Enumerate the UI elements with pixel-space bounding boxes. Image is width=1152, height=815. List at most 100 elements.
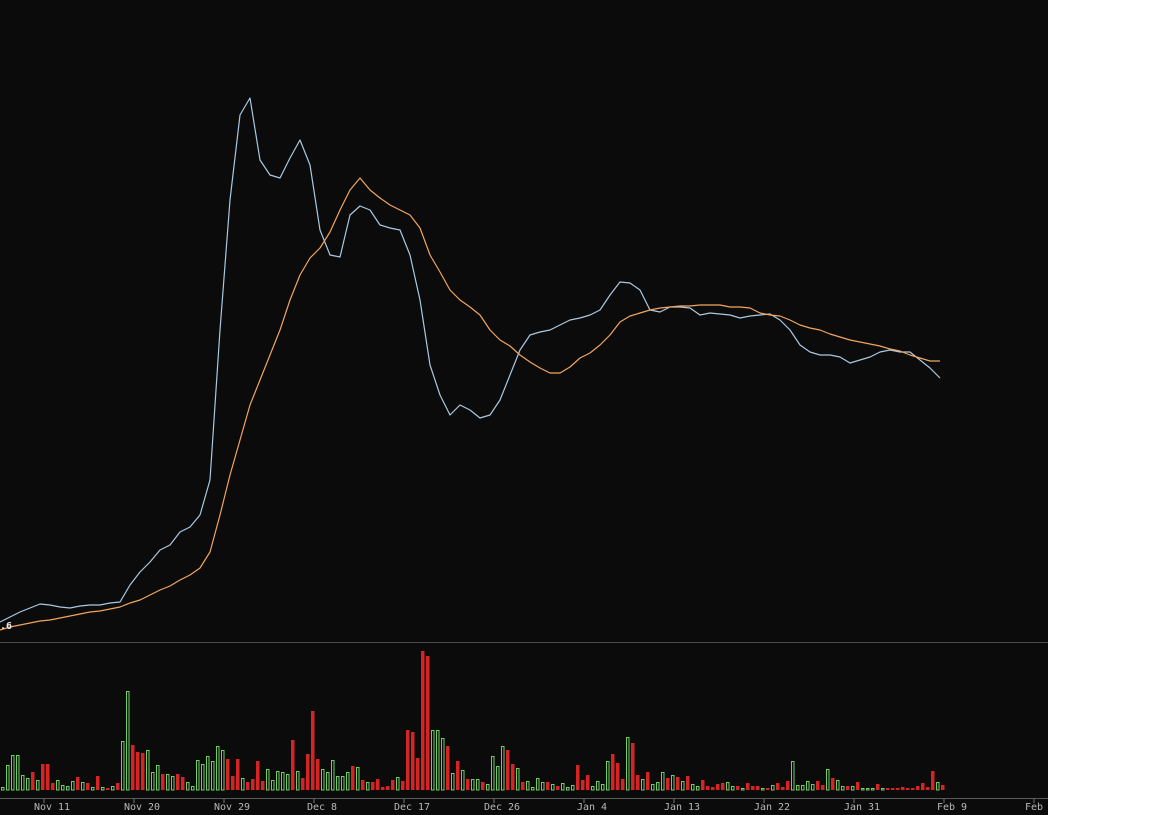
x-tick-label: Dec 26 xyxy=(484,802,520,813)
volume-bar-up xyxy=(321,769,325,791)
volume-bar-up xyxy=(91,787,95,791)
volume-bar-down xyxy=(756,786,760,790)
volume-bar-up xyxy=(126,691,130,791)
volume-bar-up xyxy=(561,783,565,791)
volume-bar-down xyxy=(361,780,365,790)
volume-bar-up xyxy=(281,772,285,791)
volume-bar-up xyxy=(36,780,40,791)
volume-bar-down xyxy=(631,743,635,790)
volume-bar-down xyxy=(141,753,145,790)
volume-bar-down xyxy=(176,774,180,790)
price-volume-chart[interactable]: .6 Nov 11 Nov 20 Nov 29 Dec 8 Dec 17 Dec… xyxy=(0,0,1048,815)
volume-bar-up xyxy=(276,771,280,791)
volume-bar-down xyxy=(846,786,850,790)
volume-bar-down xyxy=(311,711,315,790)
volume-bar-up xyxy=(1,787,5,791)
x-tick-label: Dec 8 xyxy=(307,802,337,813)
volume-bar-down xyxy=(701,780,705,790)
volume-bar-up xyxy=(121,741,125,791)
volume-bar-up xyxy=(66,786,70,791)
volume-bar-up xyxy=(681,781,685,791)
volume-bar-up xyxy=(691,784,695,791)
volume-bar-down xyxy=(466,779,470,790)
volume-bar-up xyxy=(571,785,575,791)
volume-bar-up xyxy=(26,778,30,791)
volume-bar-down xyxy=(226,759,230,790)
volume-bar-up xyxy=(61,785,65,791)
volume-bar-down xyxy=(926,787,930,790)
volume-bar-down xyxy=(931,771,935,790)
volume-bar-down xyxy=(816,781,820,790)
volume-bar-down xyxy=(781,787,785,790)
volume-bar-down xyxy=(676,777,680,790)
volume-bar-down xyxy=(766,788,770,790)
volume-bar-up xyxy=(271,780,275,791)
volume-bar-up xyxy=(501,746,505,791)
volume-bar-up xyxy=(516,768,520,791)
volume-bar-up xyxy=(326,772,330,791)
volume-bar-down xyxy=(511,764,515,790)
x-tick-label: Jan 13 xyxy=(664,802,700,813)
volume-bar-up xyxy=(441,738,445,791)
volume-bar-down xyxy=(456,761,460,790)
volume-bar-up xyxy=(806,781,810,791)
volume-bar-down xyxy=(161,774,165,790)
volume-bar-up xyxy=(601,784,605,791)
volume-bar-down xyxy=(666,778,670,790)
x-tick-label: Nov 11 xyxy=(34,802,70,813)
volume-bar-up xyxy=(826,769,830,791)
volume-bar-down xyxy=(716,784,720,790)
volume-bar-down xyxy=(446,746,450,790)
x-tick-label: Jan 31 xyxy=(844,802,880,813)
volume-bar-up xyxy=(221,750,225,791)
volume-bar-down xyxy=(231,776,235,790)
volume-bar-up xyxy=(871,788,875,791)
volume-bar-down xyxy=(521,782,525,790)
volume-bar-down xyxy=(886,788,890,790)
volume-bar-down xyxy=(306,754,310,790)
volume-bar-up xyxy=(866,788,870,791)
volume-bar-down xyxy=(621,779,625,790)
volume-panel xyxy=(1,651,945,791)
volume-bar-down xyxy=(646,772,650,790)
volume-bar-up xyxy=(336,776,340,791)
volume-bar-up xyxy=(531,787,535,791)
volume-bar-down xyxy=(86,783,90,790)
volume-bar-down xyxy=(891,788,895,790)
volume-bar-down xyxy=(901,787,905,790)
volume-bar-up xyxy=(341,776,345,791)
volume-bar-down xyxy=(636,775,640,790)
volume-bar-down xyxy=(376,779,380,790)
volume-bar-up xyxy=(286,774,290,791)
volume-bar-up xyxy=(21,775,25,791)
volume-bar-up xyxy=(156,765,160,791)
volume-bar-up xyxy=(651,784,655,791)
volume-bar-down xyxy=(96,776,100,790)
volume-bar-down xyxy=(406,730,410,790)
volume-bar-up xyxy=(801,785,805,791)
volume-bar-up xyxy=(206,756,210,791)
fast-moving-average-line xyxy=(0,97,941,623)
volume-bar-up xyxy=(211,761,215,791)
volume-bar-down xyxy=(76,777,80,790)
volume-bar-down xyxy=(896,788,900,790)
volume-bar-up xyxy=(596,781,600,791)
volume-bar-up xyxy=(431,730,435,791)
x-tick-label: Dec 17 xyxy=(394,802,430,813)
volume-bar-up xyxy=(266,769,270,791)
chart-area[interactable]: .6 Nov 11 Nov 20 Nov 29 Dec 8 Dec 17 Dec… xyxy=(0,0,1048,815)
volume-bar-down xyxy=(411,732,415,790)
x-tick-label: Nov 29 xyxy=(214,802,250,813)
volume-bar-up xyxy=(841,786,845,791)
volume-bar-up xyxy=(356,767,360,791)
volume-bar-down xyxy=(291,740,295,790)
volume-bar-down xyxy=(706,786,710,790)
volume-bar-up xyxy=(191,786,195,791)
volume-bar-up xyxy=(661,772,665,791)
volume-bar-up xyxy=(196,760,200,791)
volume-bar-up xyxy=(471,779,475,791)
volume-bar-down xyxy=(831,778,835,790)
x-tick-label: Jan 22 xyxy=(754,802,790,813)
volume-bar-up xyxy=(496,766,500,791)
x-tick-label: Feb xyxy=(1025,802,1043,813)
